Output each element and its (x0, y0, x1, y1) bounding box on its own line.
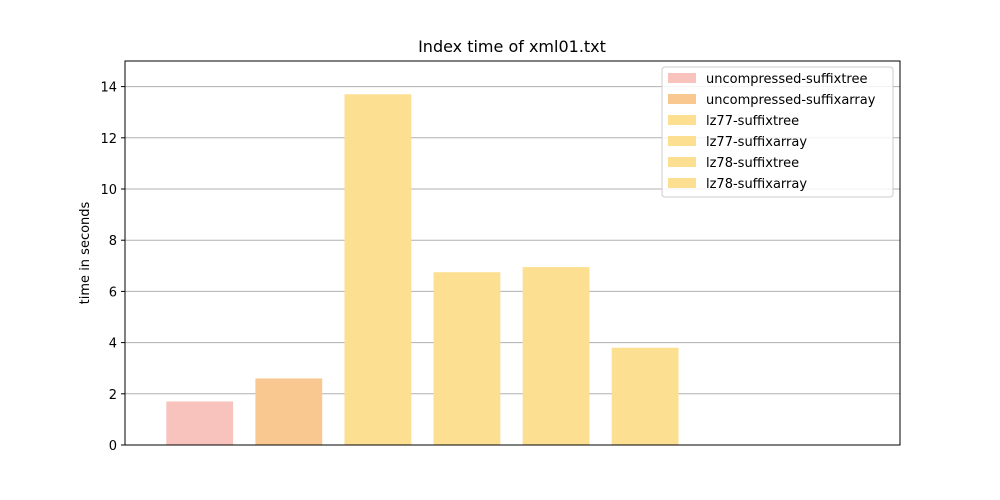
y-tick-label: 14 (100, 81, 117, 96)
bar-lz78-suffixarray (611, 347, 679, 445)
bar-uncompressed-suffixtree (166, 401, 234, 445)
y-tick-label: 8 (109, 234, 117, 249)
legend: uncompressed-suffixtree uncompressed-suff… (661, 66, 894, 198)
bar-lz78-suffixtree (522, 267, 590, 445)
bars (166, 94, 679, 445)
chart-title: Index time of xml01.txt (418, 37, 606, 56)
y-tick-label: 4 (109, 337, 117, 352)
legend-swatch-lz77-suffixtree (668, 115, 696, 125)
bar-uncompressed-suffixarray (255, 378, 323, 445)
y-tick-label: 0 (109, 439, 117, 454)
legend-swatch-lz78-suffixarray (668, 178, 696, 188)
bar-lz77-suffixtree (344, 94, 412, 445)
legend-label-lz77-suffixarray: lz77-suffixarray (706, 135, 807, 150)
y-tick-label: 6 (109, 285, 117, 300)
y-axis-ticks: 0 2 4 6 8 10 12 14 (100, 81, 125, 454)
y-tick-label: 10 (100, 183, 117, 198)
legend-label-lz77-suffixtree: lz77-suffixtree (706, 114, 799, 129)
legend-label-lz78-suffixtree: lz78-suffixtree (706, 156, 799, 171)
legend-swatch-lz77-suffixarray (668, 136, 696, 146)
y-tick-label: 12 (100, 132, 117, 147)
bar-lz77-suffixarray (433, 272, 501, 445)
legend-label-uncompressed-suffixarray: uncompressed-suffixarray (706, 93, 876, 108)
legend-label-lz78-suffixarray: lz78-suffixarray (706, 177, 807, 192)
legend-swatch-lz78-suffixtree (668, 157, 696, 167)
legend-label-uncompressed-suffixtree: uncompressed-suffixtree (706, 72, 867, 87)
y-axis-label: time in seconds (78, 201, 93, 304)
grid-lines (125, 86, 900, 395)
legend-box (661, 66, 894, 198)
y-tick-label: 2 (109, 388, 117, 403)
legend-swatch-uncompressed-suffixarray (668, 94, 696, 104)
plot-frame (124, 60, 901, 446)
legend-swatch-uncompressed-suffixtree (668, 73, 696, 83)
